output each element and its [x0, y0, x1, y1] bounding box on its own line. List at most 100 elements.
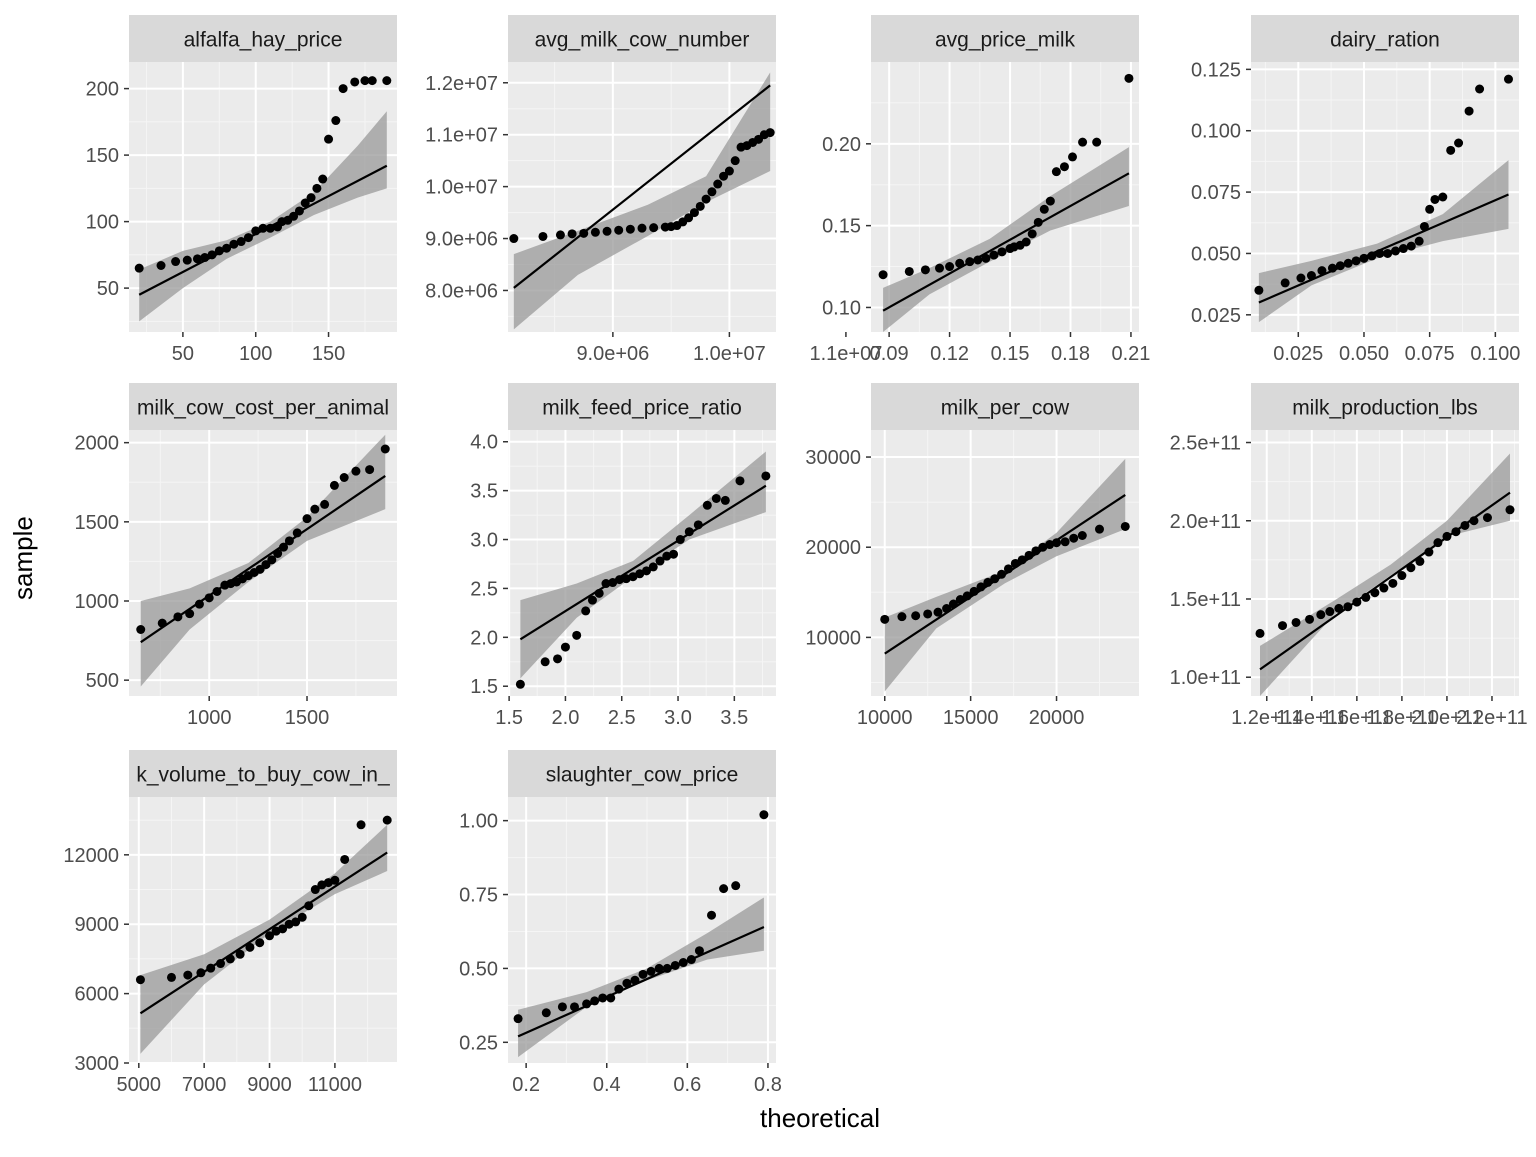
- data-point: [973, 255, 983, 265]
- data-point: [173, 612, 183, 622]
- data-point: [278, 924, 288, 934]
- data-point: [942, 604, 952, 614]
- data-point: [594, 588, 604, 598]
- data-point: [1021, 237, 1031, 247]
- y-tick-label: 12000: [63, 845, 119, 867]
- confidence-band: [1258, 160, 1509, 323]
- x-tick-label: 1.0e+07: [693, 343, 766, 365]
- data-point: [582, 999, 592, 1009]
- data-point: [724, 166, 734, 176]
- data-point: [294, 206, 304, 216]
- data-point: [1359, 253, 1369, 263]
- facet-panel-1: avg_milk_cow_number 9.0e+06 1.0e+07 1.1e+07…: [425, 15, 882, 365]
- data-point: [207, 250, 217, 260]
- data-point: [1475, 84, 1485, 94]
- y-tick-label: 8.0e+06: [425, 280, 498, 302]
- data-point: [1092, 137, 1102, 147]
- confidence-band: [139, 111, 387, 322]
- data-point: [1094, 524, 1104, 534]
- y-tick-label: 1.0e+07: [425, 177, 498, 199]
- data-point: [878, 270, 888, 280]
- y-tick-label: 0.75: [459, 885, 498, 907]
- data-point: [880, 614, 890, 624]
- data-point: [904, 266, 914, 276]
- facet-panel-9: slaughter_cow_price 0.2 0.4 0.6 0.8 0.25 0.50 0…: [459, 750, 782, 1096]
- data-point: [196, 968, 206, 978]
- data-point: [515, 679, 525, 689]
- data-point: [1361, 592, 1371, 602]
- x-tick-label: 9.0e+06: [576, 343, 649, 365]
- y-tick-label: 2.0e+11: [1170, 511, 1241, 533]
- data-point: [380, 444, 390, 454]
- facet-panel-4: milk_cow_cost_per_animal 1000 1500 500 1000 1…: [75, 383, 397, 729]
- data-point: [1505, 505, 1515, 515]
- data-point: [1334, 603, 1344, 613]
- data-point: [1406, 241, 1416, 251]
- data-point: [135, 975, 145, 985]
- data-point: [897, 612, 907, 622]
- facet-title: alfalfa_hay_price: [184, 29, 343, 52]
- y-tick-label: 2000: [75, 433, 120, 455]
- data-point: [694, 946, 704, 956]
- y-tick-label: 0.075: [1191, 182, 1241, 204]
- data-point: [1446, 145, 1456, 155]
- data-point: [331, 116, 341, 126]
- data-point: [1031, 546, 1041, 556]
- data-point: [1316, 610, 1326, 620]
- data-point: [933, 607, 943, 617]
- data-point: [185, 609, 195, 619]
- data-point: [969, 586, 979, 596]
- x-tick-label: 10000: [857, 707, 913, 729]
- data-point: [990, 574, 1000, 584]
- data-point: [1078, 137, 1088, 147]
- data-point: [1280, 278, 1290, 288]
- data-point: [1305, 614, 1315, 624]
- data-point: [693, 520, 703, 530]
- data-point: [1424, 547, 1434, 557]
- confidence-band: [140, 434, 386, 687]
- data-point: [581, 606, 591, 616]
- facet-title: slaughter_cow_price: [546, 764, 739, 787]
- data-point: [356, 820, 366, 830]
- facet-strip: [1251, 15, 1519, 62]
- data-point: [695, 201, 705, 211]
- data-point: [553, 654, 563, 664]
- data-point: [1010, 558, 1020, 568]
- facet-panel-0: alfalfa_hay_price 50 100 150 50 100 150 200: [86, 15, 397, 365]
- data-point: [1038, 542, 1048, 552]
- facet-panel-2: avg_price_milk 0.09 0.12 0.15 0.18 0.21 0.10 0.…: [822, 15, 1150, 365]
- data-point: [192, 254, 202, 264]
- y-tick-label: 4.0: [470, 432, 498, 454]
- y-tick-label: 1.5: [470, 676, 498, 698]
- y-tick-label: 2.0: [470, 627, 498, 649]
- data-point: [171, 257, 181, 267]
- data-point: [1278, 621, 1288, 631]
- x-tick-label: 2.0: [552, 707, 580, 729]
- data-point: [765, 128, 775, 138]
- data-point: [923, 609, 933, 619]
- y-tick-label: 30000: [805, 447, 861, 469]
- data-point: [340, 854, 350, 864]
- y-tick-label: 1.0e+11: [1170, 667, 1241, 689]
- data-point: [1414, 236, 1424, 246]
- data-point: [1296, 273, 1306, 283]
- global-y-axis-label: sample: [8, 516, 38, 600]
- x-tick-label: 0.2: [512, 1074, 540, 1096]
- data-point: [730, 156, 740, 166]
- y-tick-label: 100: [86, 212, 119, 234]
- data-point: [1120, 521, 1130, 531]
- facet-title: milk_feed_price_ratio: [542, 397, 742, 420]
- data-point: [360, 76, 370, 86]
- data-point: [955, 595, 965, 605]
- y-tick-label: 0.25: [459, 1032, 498, 1054]
- data-point: [513, 1014, 523, 1024]
- x-tick-label: 3.0: [664, 707, 692, 729]
- y-tick-label: 1.2e+07: [425, 73, 498, 95]
- data-point: [212, 587, 222, 596]
- data-point: [134, 263, 144, 273]
- data-point: [136, 625, 146, 634]
- facet-title: dairy_ration: [1330, 29, 1440, 52]
- data-point: [206, 963, 216, 973]
- data-point: [678, 958, 688, 968]
- y-tick-label: 3.0: [470, 530, 498, 552]
